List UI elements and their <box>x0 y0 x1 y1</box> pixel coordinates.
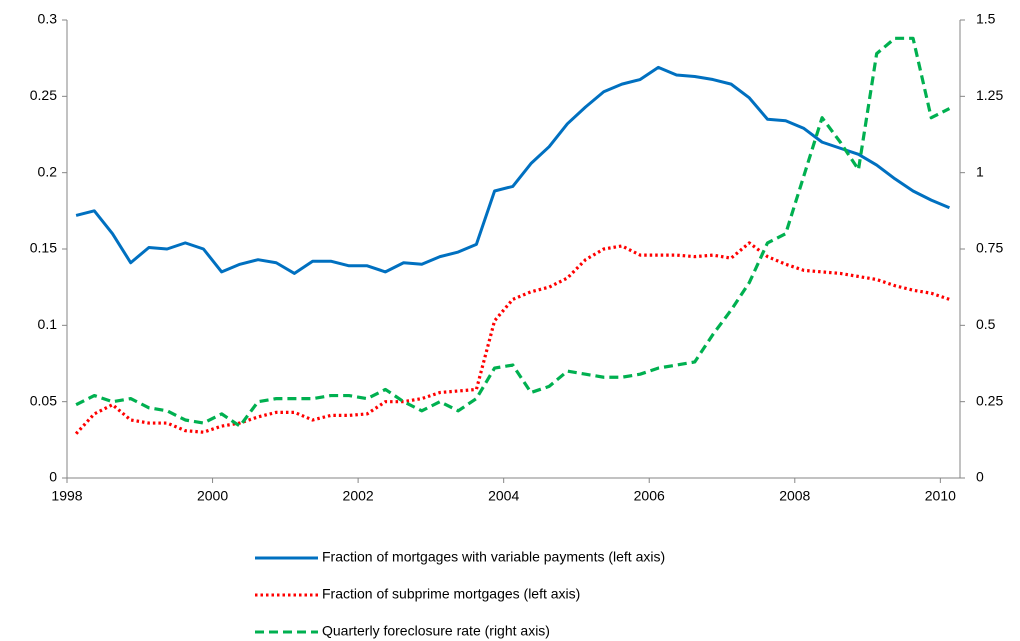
x-tick-label: 2004 <box>488 488 519 504</box>
y2-tick-label: 1 <box>976 163 984 179</box>
y2-tick-label: 0.5 <box>976 316 996 332</box>
y2-tick-label: 0.75 <box>976 240 1003 256</box>
x-tick-label: 2006 <box>634 488 665 504</box>
y-tick-label: 0 <box>49 469 57 485</box>
y-tick-label: 0.25 <box>30 87 57 103</box>
y-tick-label: 0.3 <box>38 11 58 27</box>
series-line <box>74 241 950 435</box>
y-tick-label: 0.1 <box>38 316 58 332</box>
legend-label: Quarterly foreclosure rate (right axis) <box>322 623 550 639</box>
x-tick-label: 2002 <box>343 488 374 504</box>
x-tick-label: 1998 <box>51 488 82 504</box>
series-line <box>75 65 951 275</box>
series-line <box>75 36 951 428</box>
y-tick-label: 0.05 <box>30 392 57 408</box>
legend-label: Fraction of mortgages with variable paym… <box>322 549 665 565</box>
x-tick-label: 2000 <box>197 488 228 504</box>
legend-label: Fraction of subprime mortgages (left axi… <box>322 586 580 602</box>
y2-tick-label: 1.25 <box>976 87 1003 103</box>
y2-tick-label: 1.5 <box>976 11 996 27</box>
y-tick-label: 0.2 <box>38 163 58 179</box>
y-tick-label: 0.15 <box>30 240 57 256</box>
y2-tick-label: 0.25 <box>976 392 1003 408</box>
x-tick-label: 2010 <box>925 488 956 504</box>
y2-tick-label: 0 <box>976 469 984 485</box>
x-tick-label: 2008 <box>779 488 810 504</box>
